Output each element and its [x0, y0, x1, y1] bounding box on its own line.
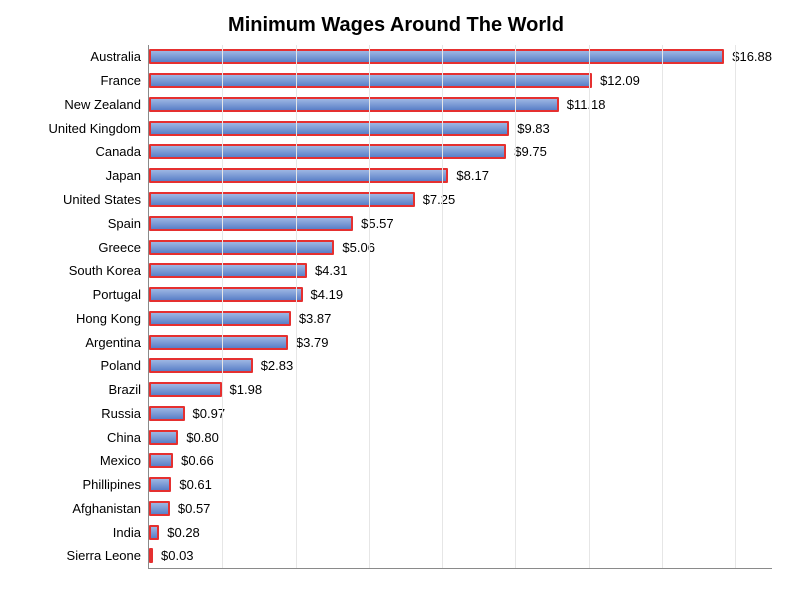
value-label: $4.19: [303, 287, 344, 302]
value-label: $4.31: [307, 263, 348, 278]
chart-title: Minimum Wages Around The World: [20, 14, 772, 37]
country-label: Japan: [106, 168, 149, 183]
bar-row: Phillipines$0.61: [149, 474, 772, 496]
bar: [149, 49, 724, 64]
bar: [149, 287, 303, 302]
bar: [149, 192, 415, 207]
country-label: Portugal: [93, 287, 149, 302]
value-label: $3.87: [291, 311, 332, 326]
bar-row: New Zealand$11.18: [149, 93, 772, 115]
value-label: $0.80: [178, 430, 219, 445]
bar-row: Russia$0.97: [149, 402, 772, 424]
value-label: $5.57: [353, 216, 394, 231]
minimum-wage-chart: Minimum Wages Around The World Australia…: [0, 0, 800, 600]
value-label: $12.09: [592, 73, 640, 88]
country-label: Canada: [95, 144, 149, 159]
gridline: [369, 45, 370, 568]
bar: [149, 453, 173, 468]
value-label: $2.83: [253, 358, 294, 373]
country-label: France: [101, 73, 149, 88]
bar-row: Greece$5.06: [149, 236, 772, 258]
bar-row: Argentina$3.79: [149, 331, 772, 353]
bar-row: Hong Kong$3.87: [149, 307, 772, 329]
value-label: $8.17: [448, 168, 489, 183]
country-label: United Kingdom: [49, 121, 150, 136]
country-label: Hong Kong: [76, 311, 149, 326]
value-label: $0.57: [170, 501, 211, 516]
country-label: Sierra Leone: [67, 548, 149, 563]
country-label: Spain: [108, 216, 149, 231]
gridline: [662, 45, 663, 568]
bar-row: Sierra Leone$0.03: [149, 545, 772, 567]
bar-row: Afghanistan$0.57: [149, 497, 772, 519]
country-label: Mexico: [100, 453, 149, 468]
country-label: Greece: [98, 240, 149, 255]
bar: [149, 382, 222, 397]
country-label: China: [107, 430, 149, 445]
bar: [149, 144, 506, 159]
plot-area: Australia$16.88France$12.09New Zealand$1…: [148, 45, 772, 569]
country-label: Poland: [101, 358, 149, 373]
bar-rows: Australia$16.88France$12.09New Zealand$1…: [149, 45, 772, 568]
bar: [149, 97, 559, 112]
bar: [149, 121, 509, 136]
bar: [149, 168, 448, 183]
bar: [149, 216, 353, 231]
bar: [149, 335, 288, 350]
value-label: $1.98: [222, 382, 263, 397]
gridline: [296, 45, 297, 568]
value-label: $0.97: [185, 406, 226, 421]
bar-row: Australia$16.88: [149, 46, 772, 68]
bar: [149, 525, 159, 540]
value-label: $0.03: [153, 548, 194, 563]
value-label: $3.79: [288, 335, 329, 350]
bar-row: Canada$9.75: [149, 141, 772, 163]
value-label: $16.88: [724, 49, 772, 64]
bar-row: China$0.80: [149, 426, 772, 448]
bar-row: United Kingdom$9.83: [149, 117, 772, 139]
value-label: $0.66: [173, 453, 214, 468]
bar: [149, 477, 171, 492]
value-label: $11.18: [559, 97, 606, 112]
country-label: Brazil: [108, 382, 149, 397]
bar-row: Poland$2.83: [149, 355, 772, 377]
country-label: Afghanistan: [72, 501, 149, 516]
gridline: [442, 45, 443, 568]
gridline: [515, 45, 516, 568]
country-label: Russia: [101, 406, 149, 421]
bar-row: Mexico$0.66: [149, 450, 772, 472]
gridline: [735, 45, 736, 568]
bar: [149, 501, 170, 516]
bar: [149, 406, 185, 421]
value-label: $0.61: [171, 477, 212, 492]
bar-row: Brazil$1.98: [149, 379, 772, 401]
country-label: United States: [63, 192, 149, 207]
bar: [149, 263, 307, 278]
bar-row: South Korea$4.31: [149, 260, 772, 282]
gridline: [589, 45, 590, 568]
bar-row: France$12.09: [149, 70, 772, 92]
gridline: [222, 45, 223, 568]
country-label: India: [113, 525, 149, 540]
country-label: Australia: [90, 49, 149, 64]
bar-row: India$0.28: [149, 521, 772, 543]
bar-row: United States$7.25: [149, 188, 772, 210]
bar: [149, 430, 178, 445]
country-label: Phillipines: [82, 477, 149, 492]
country-label: Argentina: [85, 335, 149, 350]
bar: [149, 358, 253, 373]
value-label: $9.75: [506, 144, 547, 159]
bar: [149, 311, 291, 326]
bar: [149, 240, 334, 255]
bar-row: Japan$8.17: [149, 165, 772, 187]
bar: [149, 73, 592, 88]
bar-row: Spain$5.57: [149, 212, 772, 234]
value-label: $0.28: [159, 525, 200, 540]
country-label: New Zealand: [64, 97, 149, 112]
country-label: South Korea: [69, 263, 149, 278]
bar-row: Portugal$4.19: [149, 284, 772, 306]
value-label: $7.25: [415, 192, 456, 207]
